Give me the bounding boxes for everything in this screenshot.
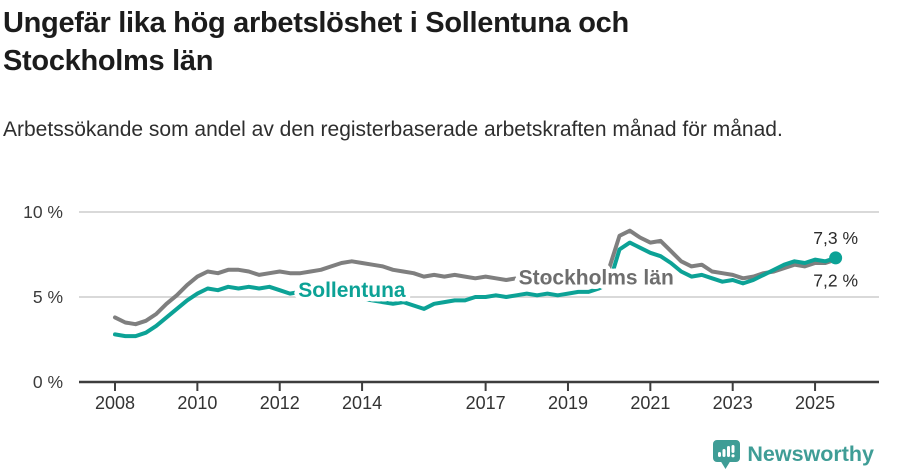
y-tick-label: 5 % xyxy=(33,287,63,307)
newsworthy-logo-icon xyxy=(713,439,741,469)
x-tick-label: 2010 xyxy=(177,393,217,413)
end-value-label-sollentuna: 7,3 % xyxy=(813,228,858,248)
y-tick-label: 10 % xyxy=(23,202,63,222)
x-tick-label: 2023 xyxy=(713,393,753,413)
chart-subtitle: Arbetssökande som andel av den registerb… xyxy=(3,118,783,141)
x-tick-label: 2025 xyxy=(795,393,835,413)
unemployment-line-chart: 0 % 5 % 10 % 2008 2010 2012 2014 2017 2019 2021 20… xyxy=(23,202,879,413)
series-label-stockholms-l-n: Stockholms län xyxy=(519,266,674,289)
x-tick-label: 2017 xyxy=(466,393,506,413)
series-line-sollentuna xyxy=(113,240,838,339)
brand-footer: Newsworthy xyxy=(713,438,874,470)
x-tick-label: 2014 xyxy=(342,393,382,413)
y-tick-label: 0 % xyxy=(33,372,63,392)
series-line-stockholms-l-n xyxy=(113,228,838,327)
series-label-sollentuna: Sollentuna xyxy=(298,279,406,302)
x-tick-label: 2019 xyxy=(548,393,588,413)
end-value-label-stockholms-l-n: 7,2 % xyxy=(813,271,858,291)
x-tick-label: 2021 xyxy=(630,393,670,413)
series-end-dot xyxy=(829,251,843,265)
x-tick-label: 2012 xyxy=(260,393,300,413)
x-tick-label: 2008 xyxy=(95,393,135,413)
chart-title: Ungefär lika hög arbetslöshet i Sollentu… xyxy=(3,7,629,77)
brand-name: Newsworthy xyxy=(747,442,874,466)
